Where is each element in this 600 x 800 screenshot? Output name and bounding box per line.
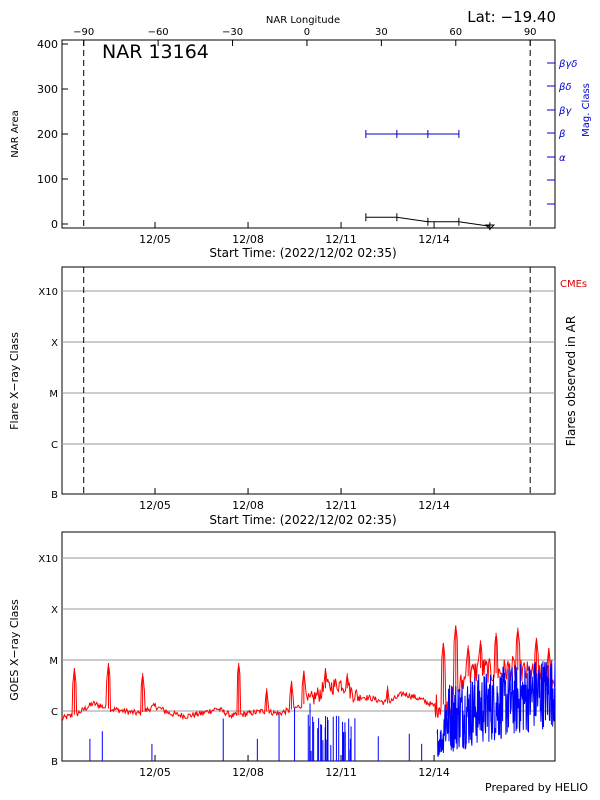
nar-end-marker: [484, 224, 496, 230]
longitude-tick-label: −90: [73, 27, 94, 38]
nar-area-xtick-label: 12/08: [232, 233, 264, 246]
latitude-label: Lat: −19.40: [467, 8, 556, 26]
nar-area-ytick-label: 300: [37, 83, 58, 96]
mag-class-tick-label: α: [559, 153, 566, 164]
nar-area-xtick-label: 12/14: [418, 233, 450, 246]
goes-xray-xtick-label: 12/05: [139, 766, 171, 779]
flare-class-xtick-label: 12/08: [232, 499, 264, 512]
flare-class-xtick-label: 12/11: [325, 499, 357, 512]
nar-area-xtick-label: 12/11: [325, 233, 357, 246]
longitude-tick-label: 0: [304, 27, 310, 38]
flare-class-ytick-label: X: [51, 338, 58, 349]
mag-class-tick-label: βδ: [558, 82, 572, 93]
flare-class-ytick-label: M: [49, 389, 58, 400]
goes-xray-xtick-label: 12/14: [418, 766, 450, 779]
mag-class-tick-label: βγδ: [558, 59, 577, 70]
flares-observed-label: Flares observed in AR: [564, 316, 578, 446]
mag-class-tick-label: β: [558, 129, 566, 140]
cmes-label: CMEs: [560, 279, 587, 290]
nar-title: NAR 13164: [102, 41, 209, 63]
flare-class-ytick-label: B: [51, 490, 58, 501]
longitude-tick-label: 90: [524, 27, 537, 38]
flare-class-frame: [61, 266, 556, 495]
flare-class-chart: B C M X X10 12/05 12/08 12/11 12/14 Flare X−ray …: [8, 266, 587, 527]
nar-area-xlabel: Start Time: (2022/12/02 02:35): [209, 246, 396, 260]
longitude-tick-label: 30: [375, 27, 388, 38]
goes-long-channel-line: [61, 626, 556, 721]
longitude-tick-label: −60: [148, 27, 169, 38]
nar-area-ytick-label: 0: [51, 218, 58, 231]
nar-area-ytick-label: 200: [37, 128, 58, 141]
goes-xray-ytick-label: C: [51, 707, 58, 718]
goes-short-channel-line: [436, 660, 556, 758]
mag-class-tick-label: βγ: [558, 106, 572, 117]
goes-xray-xtick-label: 12/11: [325, 766, 357, 779]
top-axis-label: NAR Longitude: [266, 15, 340, 26]
nar-area-xtick-label: 12/05: [139, 233, 171, 246]
helio-credit: Prepared by HELIO: [485, 781, 588, 794]
goes-xray-ylabel: GOES X−ray Class: [8, 599, 21, 701]
goes-xray-chart: B C M X X10 12/05 12/08 12/11 12/14 GOES X−ray C…: [8, 531, 556, 779]
nar-area-frame: [61, 39, 556, 229]
longitude-tick-label: −30: [222, 27, 243, 38]
nar-area-ytick-label: 400: [37, 38, 58, 51]
flare-class-xlabel: Start Time: (2022/12/02 02:35): [209, 513, 396, 527]
goes-xray-ytick-label: M: [49, 656, 58, 667]
nar-area-ylabel: NAR Area: [10, 110, 21, 157]
flare-class-ytick-label: C: [51, 440, 58, 451]
flare-class-ytick-label: X10: [38, 287, 58, 298]
goes-xray-ytick-label: X: [51, 605, 58, 616]
longitude-tick-label: 60: [449, 27, 462, 38]
goes-xray-xtick-label: 12/08: [232, 766, 264, 779]
mag-class-label: Mag. Class: [581, 83, 592, 137]
flare-class-ylabel: Flare X−ray Class: [8, 332, 21, 430]
flare-class-xtick-label: 12/14: [418, 499, 450, 512]
goes-xray-ytick-label: B: [51, 757, 58, 768]
flare-class-xtick-label: 12/05: [139, 499, 171, 512]
goes-xray-ytick-label: X10: [38, 554, 58, 565]
nar-area-ytick-label: 100: [37, 173, 58, 186]
